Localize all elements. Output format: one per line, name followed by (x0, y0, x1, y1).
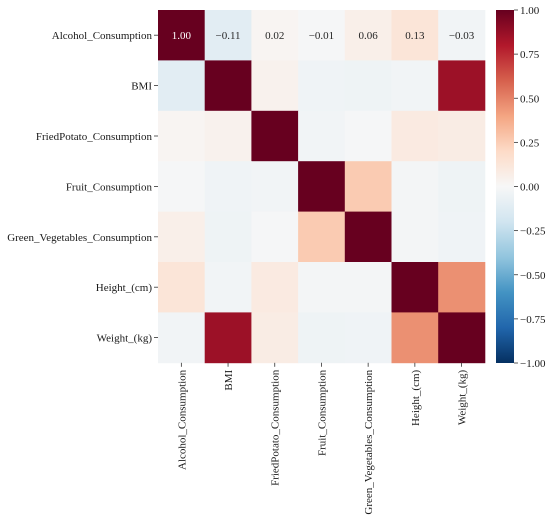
colorbar-tick-label: 1.00 (520, 5, 540, 17)
heatmap-cells (158, 10, 486, 364)
colorbar-tick-label: −0.25 (520, 226, 546, 238)
heatmap-cell (344, 110, 392, 162)
heatmap-cell (251, 110, 299, 162)
heatmap-cell (391, 161, 439, 212)
heatmap-cell (158, 211, 206, 263)
cell-annotation: −0.01 (309, 30, 334, 42)
heatmap-cell (204, 262, 252, 313)
heatmap-cell (438, 60, 486, 112)
heatmap-cell (298, 161, 346, 212)
heatmap-cell (438, 161, 486, 212)
cell-annotation: 1.00 (172, 30, 192, 42)
heatmap-cell (204, 60, 252, 112)
heatmap-cell (391, 312, 439, 364)
heatmap-cell (391, 60, 439, 112)
heatmap-cell (298, 10, 346, 61)
heatmap-cell (298, 60, 346, 112)
cell-annotation: −0.11 (216, 30, 241, 42)
y-tick-label: FriedPotato_Consumption (36, 131, 153, 143)
heatmap-cell (391, 262, 439, 313)
heatmap-cell (204, 312, 252, 364)
colorbar-tick-label: −0.50 (520, 270, 546, 282)
heatmap-cell (204, 110, 252, 162)
heatmap-cell (158, 110, 206, 162)
colorbar-tick-label: 0.00 (520, 182, 540, 194)
heatmap-cell (251, 60, 299, 112)
heatmap-cell (298, 110, 346, 162)
heatmap-cell (251, 211, 299, 263)
heatmap-cell (344, 312, 392, 364)
y-tick-label: Weight_(kg) (97, 333, 153, 345)
y-tick-label: Fruit_Consumption (66, 181, 153, 193)
heatmap-cell (251, 262, 299, 313)
colorbar-tick-label: 0.25 (520, 137, 540, 149)
heatmap-cell (391, 110, 439, 162)
colorbar (496, 10, 514, 363)
y-tick-label: Green_Vegetables_Consumption (7, 232, 152, 244)
heatmap-cell (438, 110, 486, 162)
heatmap-cell (158, 60, 206, 112)
heatmap-cell (158, 161, 206, 212)
heatmap-cell (438, 262, 486, 313)
heatmap-cell (344, 10, 392, 61)
heatmap-cell (298, 262, 346, 313)
heatmap-cell (204, 10, 252, 61)
heatmap-cell (298, 312, 346, 364)
heatmap-annotations: 1.00 −0.11 0.02 −0.01 0.06 0.13 −0.03 (172, 30, 475, 42)
colorbar-tick-label: 0.75 (520, 49, 540, 61)
x-tick-label: FriedPotato_Consumption (270, 369, 282, 486)
colorbar-tick-label: 0.50 (520, 93, 540, 105)
cell-annotation: 0.06 (359, 30, 379, 42)
x-tick-labels: Alcohol_Consumption BMI FriedPotato_Consum… (176, 362, 469, 515)
heatmap-cell (204, 211, 252, 263)
heatmap-cell (438, 211, 486, 263)
x-tick-label: Alcohol_Consumption (176, 369, 188, 470)
heatmap-cell (251, 10, 299, 61)
x-tick-label: Weight_(kg) (457, 369, 469, 425)
x-tick-label: Green_Vegetables_Consumption (363, 369, 375, 514)
y-tick-label: Alcohol_Consumption (52, 30, 153, 42)
heatmap-cell (438, 10, 486, 61)
x-tick-label: Height_(cm) (410, 369, 422, 426)
cell-annotation: 0.02 (265, 30, 284, 42)
heatmap-cell (344, 211, 392, 263)
heatmap-cell (158, 262, 206, 313)
heatmap-cell (251, 312, 299, 364)
cell-annotation: −0.03 (449, 30, 475, 42)
heatmap-cell (298, 211, 346, 263)
y-tick-labels: Alcohol_Consumption BMI FriedPotato_Consum… (7, 30, 158, 345)
heatmap-cell (158, 10, 206, 61)
colorbar-tick-label: −0.75 (520, 314, 546, 326)
heatmap-cell (204, 161, 252, 212)
colorbar-ticks: 1.00 0.75 0.50 0.25 0.00 −0.25 −0.50 −0.75 −1.00 (514, 5, 546, 370)
heatmap-cell (391, 10, 439, 61)
heatmap-cell (158, 312, 206, 364)
x-tick-label: Fruit_Consumption (316, 369, 328, 456)
heatmap-cell (438, 312, 486, 364)
colorbar-tick-label: −1.00 (520, 358, 546, 370)
heatmap-cell (344, 161, 392, 212)
cell-annotation: 0.13 (405, 30, 425, 42)
x-tick-label: BMI (223, 369, 235, 390)
heatmap-cell (251, 161, 299, 212)
y-tick-label: Height_(cm) (96, 282, 153, 294)
heatmap-cell (344, 60, 392, 112)
heatmap-cell (391, 211, 439, 263)
y-tick-label: BMI (131, 81, 152, 93)
heatmap-cell (344, 262, 392, 313)
